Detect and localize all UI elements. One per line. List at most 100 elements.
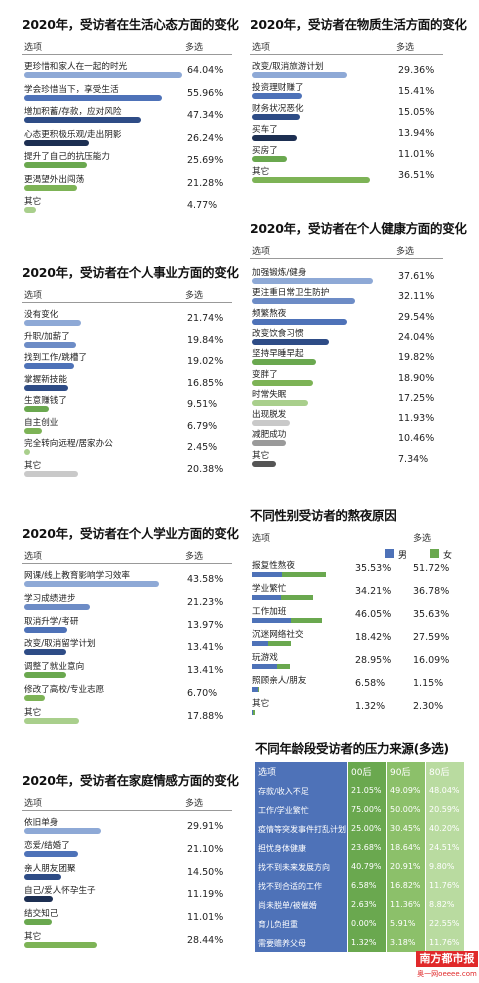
- family-header-multi: 多选: [185, 799, 204, 809]
- age-cell: 16.82%: [390, 881, 421, 890]
- study-row-value: 13.97%: [187, 619, 224, 631]
- family-row: 亲人朋友团聚 14.50%: [22, 862, 234, 885]
- gender-value-female: 1.15%: [413, 678, 444, 689]
- age-cell: 24.51%: [429, 843, 460, 852]
- career-row-value: 9.51%: [187, 399, 218, 410]
- gender-bar-female: [281, 595, 313, 600]
- gender-value-male: 34.21%: [355, 586, 392, 597]
- mind-bar: [24, 117, 141, 123]
- age-cell: 50.00%: [390, 805, 421, 814]
- mind-bar: [24, 207, 36, 213]
- career-row: 其它 20.38%: [22, 459, 234, 481]
- family-title: 2020年，受访者在家庭情感方面的变化: [22, 773, 239, 788]
- health-row-value: 17.25%: [398, 392, 435, 404]
- age-cell: 49.09%: [390, 786, 421, 795]
- career-row: 完全转向远程/居家办公 2.45%: [22, 437, 234, 459]
- material-row: 买房了 11.01%: [250, 144, 465, 165]
- gender-row: 其它 1.32% 2.30%: [250, 697, 470, 720]
- career-row-value: 2.45%: [187, 442, 218, 453]
- newspaper-logo: 南方都市报 奥一网oeeee.com: [416, 951, 478, 981]
- mind-bar: [24, 162, 88, 168]
- mind-row-label: 学会珍惜当下，享受生活: [24, 84, 119, 95]
- study-row: 网课/线上教育影响学习效率 43.58%: [22, 569, 234, 592]
- gender-bar-male: [252, 595, 282, 600]
- mind-row: 其它 4.77%: [22, 195, 234, 218]
- gender-bar-female: [253, 710, 256, 715]
- study-row-value: 43.58%: [187, 574, 224, 585]
- health-row-value: 10.46%: [398, 433, 435, 445]
- age-cell: 工作/学业繁忙: [258, 806, 309, 815]
- mind-header-multi: 多选: [185, 43, 204, 53]
- mind-bar: [24, 184, 77, 191]
- study-bar: [24, 695, 45, 701]
- age-cell: 11.76%: [429, 938, 460, 947]
- family-header-rule: [22, 810, 232, 811]
- family-row-value: 11.01%: [187, 912, 224, 924]
- career-row-label: 升职/加薪了: [24, 331, 70, 342]
- health-row-value: 18.90%: [398, 372, 435, 384]
- career-row-value: 21.74%: [187, 313, 224, 324]
- health-title: 2020年，受访者在个人健康方面的变化: [250, 221, 467, 236]
- career-bar: [24, 341, 77, 348]
- age-cell: 1.32%: [351, 938, 377, 947]
- mind-row-value: 4.77%: [187, 200, 218, 211]
- gender-row: 工作加班 46.05% 35.63%: [250, 605, 470, 628]
- health-row-value: 19.82%: [398, 352, 435, 364]
- study-row-value: 13.41%: [187, 665, 224, 677]
- legend-female-swatch: [430, 549, 439, 558]
- family-bar: [24, 873, 62, 880]
- gender-value-female: 2.30%: [413, 701, 444, 712]
- age-header-cell: 选项: [258, 768, 277, 778]
- gender-bar-female: [282, 572, 327, 577]
- panel-material: 2020年，受访者在物质生活方面的变化 选项 多选 改变/取消旅游计划 29.36% 投资…: [250, 14, 467, 199]
- gender-value-male: 1.32%: [355, 701, 386, 712]
- health-bar: [252, 278, 374, 284]
- study-row: 学习成绩进步 21.23%: [22, 592, 234, 615]
- study-row-label: 修改了高校/专业志愿: [24, 685, 105, 695]
- study-header-rule: [22, 563, 232, 564]
- gender-bar-male: [252, 687, 258, 692]
- health-bar: [252, 298, 356, 305]
- gender-row-label: 照顾亲人/朋友: [252, 676, 307, 686]
- family-bar: [24, 919, 53, 926]
- study-row-label: 学习成绩进步: [24, 593, 76, 604]
- material-row-label: 其它: [252, 167, 270, 177]
- career-row: 生意赚钱了 9.51%: [22, 394, 234, 416]
- career-row: 自主创业 6.79%: [22, 416, 234, 438]
- gender-bar-male: [252, 664, 277, 669]
- mind-row-label: 增加积蓄/存款，应对风险: [24, 107, 122, 117]
- gender-value-male: 28.95%: [355, 655, 392, 666]
- study-bar: [24, 717, 80, 724]
- health-bar: [252, 460, 276, 467]
- gender-row-label: 沉迷网络社交: [252, 630, 304, 640]
- family-row-value: 28.44%: [187, 935, 224, 946]
- gender-row: 玩游戏 28.95% 16.09%: [250, 651, 470, 674]
- study-row: 取消升学/考研 13.97%: [22, 615, 234, 638]
- mind-row-value: 26.24%: [187, 132, 224, 144]
- health-bar: [252, 359, 316, 366]
- gender-bar-female: [276, 664, 291, 669]
- career-row-value: 19.02%: [187, 356, 224, 367]
- mind-row: 提升了自己的抗压能力 25.69%: [22, 150, 234, 173]
- family-row: 结交知己 11.01%: [22, 907, 234, 930]
- study-row-value: 17.88%: [187, 710, 224, 722]
- family-row-label: 恋爱/结婚了: [24, 840, 70, 851]
- material-row-value: 36.51%: [398, 170, 435, 181]
- age-cell: 40.20%: [429, 824, 460, 833]
- study-row-value: 21.23%: [187, 596, 224, 608]
- career-row: 掌握新技能 16.85%: [22, 373, 234, 395]
- material-title: 2020年，受访者在物质生活方面的变化: [250, 17, 467, 32]
- health-bar: [252, 440, 286, 447]
- career-bar: [24, 406, 50, 412]
- study-row: 修改了高校/专业志愿 6.70%: [22, 683, 234, 706]
- health-bar: [252, 379, 313, 386]
- study-bar: [24, 581, 159, 587]
- health-header-rule: [250, 258, 443, 259]
- legend-female-label: 女: [443, 551, 453, 561]
- gender-value-female: 16.09%: [413, 655, 450, 666]
- health-row-value: 29.54%: [398, 311, 435, 323]
- mind-header-option: 选项: [24, 43, 43, 53]
- legend-male-label: 男: [398, 551, 408, 561]
- age-cell: 5.91%: [390, 919, 416, 928]
- mind-bar: [24, 139, 89, 146]
